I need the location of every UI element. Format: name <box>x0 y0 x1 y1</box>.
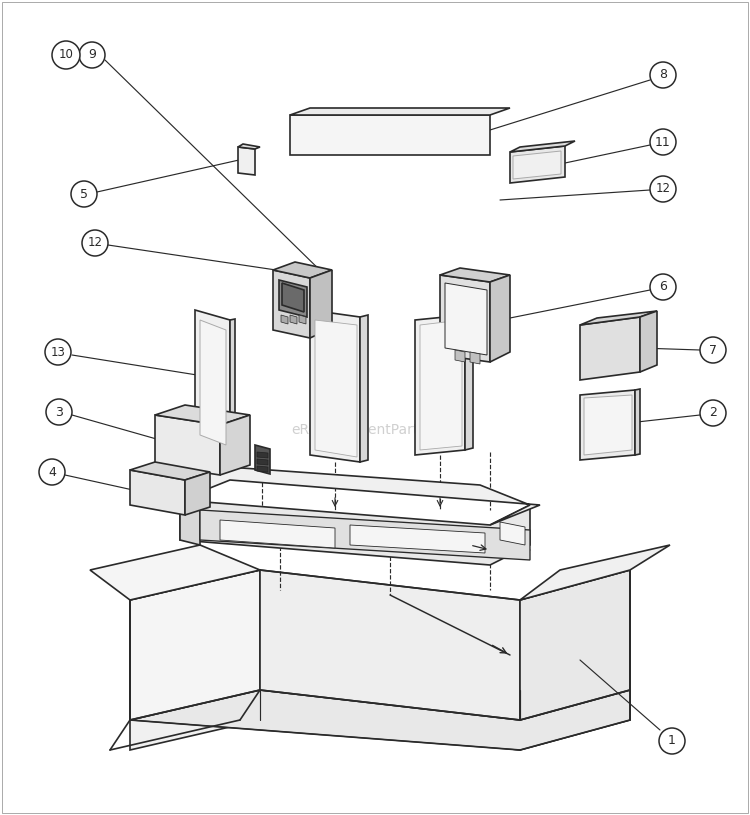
Polygon shape <box>640 311 657 372</box>
Polygon shape <box>257 452 268 458</box>
Text: 11: 11 <box>656 135 670 148</box>
Polygon shape <box>155 405 250 425</box>
Polygon shape <box>282 283 304 312</box>
Polygon shape <box>273 262 332 278</box>
Text: 4: 4 <box>48 465 56 478</box>
Text: 12: 12 <box>656 183 670 196</box>
Circle shape <box>659 728 685 754</box>
Polygon shape <box>635 389 640 455</box>
Polygon shape <box>230 319 235 450</box>
Polygon shape <box>500 522 525 545</box>
Circle shape <box>650 62 676 88</box>
Polygon shape <box>360 315 368 462</box>
Circle shape <box>39 459 65 485</box>
Polygon shape <box>315 320 357 457</box>
Polygon shape <box>180 500 200 545</box>
Polygon shape <box>415 315 465 455</box>
Polygon shape <box>238 147 255 175</box>
Polygon shape <box>238 144 260 149</box>
Polygon shape <box>130 690 630 750</box>
Circle shape <box>45 339 71 365</box>
Polygon shape <box>257 459 268 465</box>
Circle shape <box>46 399 72 425</box>
Polygon shape <box>220 415 250 475</box>
Polygon shape <box>130 470 185 515</box>
Polygon shape <box>260 570 520 720</box>
Polygon shape <box>130 462 210 480</box>
Polygon shape <box>580 311 657 325</box>
Polygon shape <box>200 320 226 445</box>
Polygon shape <box>155 415 220 475</box>
Circle shape <box>650 129 676 155</box>
Circle shape <box>82 230 108 256</box>
Polygon shape <box>580 317 640 380</box>
Text: 8: 8 <box>659 68 667 82</box>
Text: eReplacementParts.com: eReplacementParts.com <box>291 423 459 437</box>
Polygon shape <box>290 108 510 115</box>
Polygon shape <box>580 390 635 460</box>
Polygon shape <box>130 570 260 720</box>
Polygon shape <box>520 570 630 720</box>
Polygon shape <box>584 395 632 455</box>
Polygon shape <box>510 146 565 183</box>
Text: 5: 5 <box>80 187 88 200</box>
Polygon shape <box>130 690 630 750</box>
Polygon shape <box>513 151 561 179</box>
Circle shape <box>650 176 676 202</box>
Circle shape <box>650 274 676 300</box>
Polygon shape <box>299 315 306 324</box>
Circle shape <box>700 337 726 363</box>
Polygon shape <box>180 500 530 565</box>
Polygon shape <box>510 141 575 152</box>
Polygon shape <box>290 315 297 324</box>
Polygon shape <box>273 270 310 338</box>
Polygon shape <box>310 310 360 462</box>
Polygon shape <box>310 270 332 338</box>
Polygon shape <box>281 315 288 324</box>
Polygon shape <box>490 275 510 362</box>
Polygon shape <box>255 445 270 474</box>
Polygon shape <box>440 275 490 362</box>
Text: 9: 9 <box>88 49 96 61</box>
Circle shape <box>52 41 80 69</box>
Polygon shape <box>455 350 465 362</box>
Circle shape <box>79 42 105 68</box>
Polygon shape <box>220 520 335 548</box>
Text: 1: 1 <box>668 734 676 747</box>
Polygon shape <box>465 313 473 450</box>
Text: 2: 2 <box>709 407 717 420</box>
Polygon shape <box>90 545 260 600</box>
Polygon shape <box>195 310 230 450</box>
Text: 12: 12 <box>88 236 103 249</box>
Polygon shape <box>200 510 530 560</box>
Polygon shape <box>185 472 210 515</box>
Polygon shape <box>470 352 480 364</box>
Polygon shape <box>445 283 487 355</box>
Text: 10: 10 <box>58 49 74 61</box>
Polygon shape <box>420 320 462 450</box>
Polygon shape <box>279 280 307 317</box>
Text: 13: 13 <box>50 346 65 359</box>
Circle shape <box>71 181 97 207</box>
Text: 3: 3 <box>55 406 63 418</box>
Polygon shape <box>520 545 670 600</box>
Text: 7: 7 <box>709 343 717 356</box>
Polygon shape <box>440 268 510 282</box>
Circle shape <box>700 400 726 426</box>
Polygon shape <box>257 466 268 472</box>
Polygon shape <box>290 115 490 155</box>
Polygon shape <box>180 465 540 525</box>
Polygon shape <box>350 525 485 553</box>
Text: 6: 6 <box>659 280 667 293</box>
